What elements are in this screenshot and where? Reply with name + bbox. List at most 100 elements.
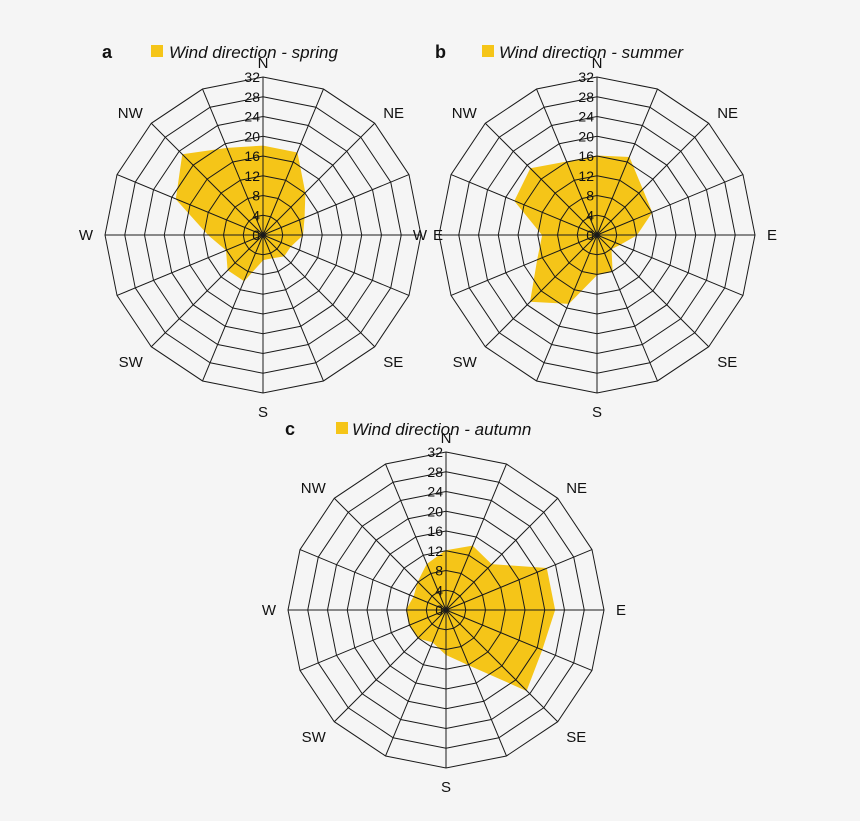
radial-tick-label: 4 — [252, 207, 260, 223]
radial-tick-label: 8 — [586, 188, 594, 204]
radial-tick-label: 32 — [578, 69, 594, 85]
direction-label: N — [258, 55, 269, 72]
radial-tick-label: 0 — [435, 602, 443, 618]
grid-spoke — [596, 122, 710, 236]
radial-tick-label: 12 — [244, 168, 260, 184]
grid-spoke — [596, 174, 744, 236]
panel-b: b Wind direction - summer 0 4 8 12 16 20 24 28 3… — [413, 42, 777, 421]
grid-spoke — [596, 88, 658, 236]
radial-tick-label: 24 — [244, 109, 260, 125]
panel-c-legend-swatch — [336, 422, 348, 434]
grid-spoke — [262, 234, 376, 348]
direction-label: NW — [301, 480, 327, 497]
grid-spoke — [536, 234, 598, 382]
grid-spoke — [333, 497, 447, 611]
panel-c: c Wind direction - autumn 0 4 8 12 16 20 24 28 3… — [262, 419, 626, 796]
radial-tick-label: 24 — [427, 484, 443, 500]
grid-spoke — [150, 234, 264, 348]
direction-label: S — [592, 404, 602, 421]
radial-tick-label: 12 — [578, 168, 594, 184]
grid-spoke — [299, 549, 447, 611]
grid-spoke — [445, 609, 507, 757]
radial-tick-label: 4 — [435, 582, 443, 598]
panel-c-letter: c — [285, 419, 295, 439]
grid-spoke — [385, 609, 447, 757]
direction-label: SW — [302, 729, 327, 746]
grid-spoke — [484, 234, 598, 348]
direction-label: SE — [383, 354, 403, 371]
radial-tick-label: 16 — [427, 523, 443, 539]
direction-label: E — [616, 602, 626, 619]
grid-spoke — [596, 234, 744, 296]
radial-tick-label: 0 — [252, 227, 260, 243]
radial-tick-label: 20 — [578, 128, 594, 144]
radial-tick-label: 0 — [586, 227, 594, 243]
panel-b-legend-swatch — [482, 45, 494, 57]
grid-spoke — [484, 122, 598, 236]
direction-label: NE — [566, 480, 587, 497]
direction-label: NE — [383, 105, 404, 122]
direction-label: S — [441, 779, 451, 796]
panel-a-legend-label: Wind direction - spring — [169, 43, 339, 62]
radial-tick-label: 8 — [435, 563, 443, 579]
panel-a: a Wind direction - spring 0 4 8 12 16 20 24 28 3… — [79, 42, 443, 421]
grid-spoke — [333, 609, 447, 723]
panel-b-letter: b — [435, 42, 446, 62]
grid-spoke — [202, 88, 264, 236]
grid-spoke — [299, 609, 447, 671]
direction-label: SW — [453, 354, 478, 371]
direction-label: E — [767, 227, 777, 244]
grid-spoke — [450, 234, 598, 296]
panel-c-legend-label: Wind direction - autumn — [352, 420, 531, 439]
grid-spoke — [445, 549, 593, 611]
direction-label: N — [441, 430, 452, 447]
grid-spoke — [596, 234, 658, 382]
grid-spoke — [445, 609, 593, 671]
direction-label: SW — [119, 354, 144, 371]
grid-spoke — [262, 174, 410, 236]
direction-label: S — [258, 404, 268, 421]
grid-spoke — [262, 88, 324, 236]
radial-tick-label: 28 — [244, 89, 260, 105]
direction-label: SE — [717, 354, 737, 371]
radial-tick-label: 32 — [244, 69, 260, 85]
wind-rose-summer: 0 4 8 12 16 20 24 28 32N NE E SE S SW W NW — [413, 55, 777, 421]
radial-tick-label: 16 — [244, 148, 260, 164]
radial-tick-label: 32 — [427, 444, 443, 460]
radial-tick-label: 28 — [578, 89, 594, 105]
grid-spoke — [262, 122, 376, 236]
grid-spoke — [116, 234, 264, 296]
grid-spoke — [445, 463, 507, 611]
panel-a-letter: a — [102, 42, 113, 62]
direction-label: W — [413, 227, 428, 244]
panel-a-legend-swatch — [151, 45, 163, 57]
radial-tick-label: 20 — [427, 503, 443, 519]
grid-spoke — [445, 497, 559, 611]
direction-label: N — [592, 55, 603, 72]
wind-rose-autumn: 0 4 8 12 16 20 24 28 32N NE E SE S SW W NW — [262, 430, 626, 796]
grid-spoke — [445, 609, 559, 723]
grid-spoke — [536, 88, 598, 236]
radial-tick-label: 8 — [252, 188, 260, 204]
panel-b-legend-label: Wind direction - summer — [499, 43, 684, 62]
direction-label: NE — [717, 105, 738, 122]
direction-label: W — [79, 227, 94, 244]
grid-spoke — [385, 463, 447, 611]
grid-spoke — [150, 122, 264, 236]
radial-tick-label: 28 — [427, 464, 443, 480]
radial-tick-label: 16 — [578, 148, 594, 164]
grid-spoke — [450, 174, 598, 236]
direction-label: NW — [452, 105, 478, 122]
grid-spoke — [202, 234, 264, 382]
radial-tick-label: 4 — [586, 207, 594, 223]
grid-spoke — [596, 234, 710, 348]
grid-spoke — [262, 234, 410, 296]
radial-tick-label: 24 — [578, 109, 594, 125]
wind-frequency-area — [175, 145, 306, 282]
wind-rose-spring: 0 4 8 12 16 20 24 28 32N NE E SE S SW W NW — [79, 55, 443, 421]
direction-label: E — [433, 227, 443, 244]
direction-label: W — [262, 602, 277, 619]
grid-spoke — [262, 234, 324, 382]
direction-label: NW — [118, 105, 144, 122]
